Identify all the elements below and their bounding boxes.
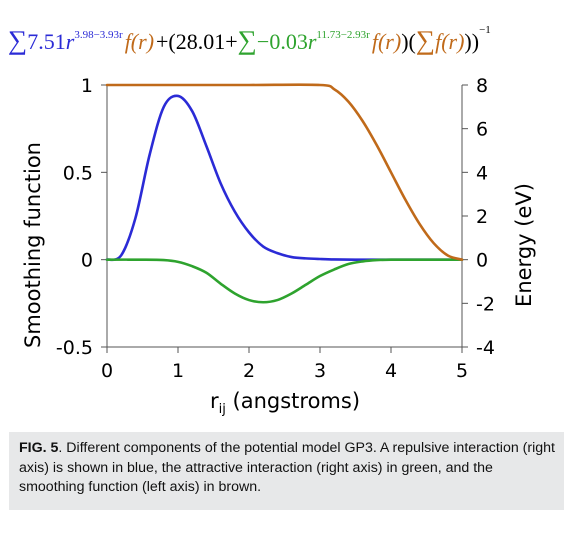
y-right-tick-label: 6 xyxy=(476,119,488,141)
exponent-2: 11.73−2.93r xyxy=(316,29,370,41)
series-blue-line xyxy=(105,94,464,262)
axes: 1 0.5 0 -0.5 8 6 4 2 0 -2 -4 0 1 2 3 4 5 xyxy=(56,75,495,382)
caption-text: FIG. 5. Different components of the pote… xyxy=(19,439,555,498)
x-tick-label: 2 xyxy=(243,360,255,382)
x-tick-label: 3 xyxy=(314,360,326,382)
x-axis-label: rij (angstroms) xyxy=(210,389,360,417)
series-green-line xyxy=(105,258,464,304)
x-tick-label: 1 xyxy=(172,360,184,382)
x-tick-label: 4 xyxy=(385,360,397,382)
y-right-tick-label: 0 xyxy=(476,250,488,272)
y-right-tick-label: 8 xyxy=(476,75,488,97)
figure-caption: FIG. 5. Different components of the pote… xyxy=(9,432,564,510)
y-left-tick-label: 0 xyxy=(81,250,93,272)
x-tick-label: 0 xyxy=(101,360,113,382)
caption-body: . Different components of the potential … xyxy=(19,440,555,495)
sigma-2: ∑ xyxy=(238,25,257,55)
exponent-1: 3.98−3.93r xyxy=(74,29,123,41)
f-2: f(r) xyxy=(372,29,401,54)
f-3: f(r) xyxy=(435,29,464,54)
equation: ∑7.51r3.98−3.93rf(r)+(28.01+∑−0.03r11.73… xyxy=(8,24,491,55)
chart: 1 0.5 0 -0.5 8 6 4 2 0 -2 -4 0 1 2 3 4 5 Smoothing funct… xyxy=(21,75,536,417)
y-axis-label-left: Smoothing function xyxy=(21,142,45,348)
coef-1: 7.51 xyxy=(27,29,66,54)
y-right-tick-label: -2 xyxy=(476,293,495,315)
close-paren: ) xyxy=(401,29,408,54)
y-left-tick-label: 0.5 xyxy=(63,162,93,184)
y-right-tick-label: 2 xyxy=(476,206,488,228)
series-group xyxy=(105,83,464,304)
svg-text:∑7.51r3.98−3.93rf(r)+(28.01+∑−: ∑7.51r3.98−3.93rf(r)+(28.01+∑−0.03r11.73… xyxy=(8,24,491,55)
sigma-1: ∑ xyxy=(8,25,27,55)
plus-open: +(28.01+ xyxy=(156,29,238,54)
y-axis-label-right: Energy (eV) xyxy=(512,183,536,307)
base-2: r xyxy=(308,29,317,54)
f-1: f(r) xyxy=(125,29,154,54)
sigma-3: ∑ xyxy=(416,25,435,55)
series-brown-line xyxy=(105,83,464,261)
caption-label: FIG. 5 xyxy=(19,440,59,456)
x-tick-label: 5 xyxy=(456,360,468,382)
y-right-tick-label: -4 xyxy=(476,337,495,359)
base-1: r xyxy=(66,29,75,54)
y-left-tick-label: 1 xyxy=(81,75,93,97)
y-right-tick-label: 4 xyxy=(476,162,488,184)
inverse-exponent: −1 xyxy=(479,24,491,36)
coef-2: −0.03 xyxy=(257,29,308,54)
y-left-tick-label: -0.5 xyxy=(56,337,93,359)
